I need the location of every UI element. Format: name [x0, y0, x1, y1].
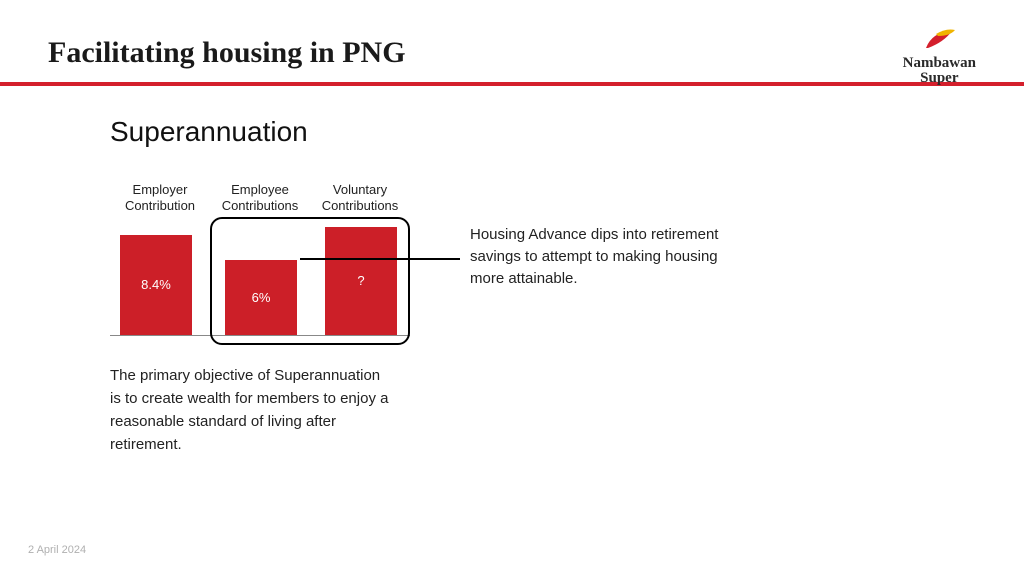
slide-content: Superannuation Employer Contribution Emp…: [0, 86, 1024, 457]
leaf-icon: [922, 28, 956, 50]
callout-connector: [300, 258, 460, 260]
section-heading: Superannuation: [110, 116, 976, 148]
bar-label: Voluntary Contributions: [310, 182, 410, 215]
bar-voluntary: ?: [325, 227, 397, 335]
footer-date: 2 April 2024: [28, 544, 86, 556]
callout-text: Housing Advance dips into retirement sav…: [470, 224, 750, 289]
bars-area: 8.4% 6% ?: [110, 221, 410, 336]
bar-employer: 8.4%: [120, 235, 192, 335]
objective-text: The primary objective of Superannuation …: [110, 364, 390, 457]
brand-logo: Nambawan Super: [903, 28, 976, 86]
bar-label: Employer Contribution: [110, 182, 210, 215]
bar-labels-row: Employer Contribution Employee Contribut…: [110, 182, 430, 215]
slide-header: Facilitating housing in PNG Nambawan Sup…: [0, 0, 1024, 82]
page-title: Facilitating housing in PNG: [48, 36, 976, 70]
bar-label: Employee Contributions: [210, 182, 310, 215]
bar-employee: 6%: [225, 260, 297, 335]
brand-name-line2: Super: [903, 71, 976, 86]
brand-name-line1: Nambawan: [903, 56, 976, 71]
